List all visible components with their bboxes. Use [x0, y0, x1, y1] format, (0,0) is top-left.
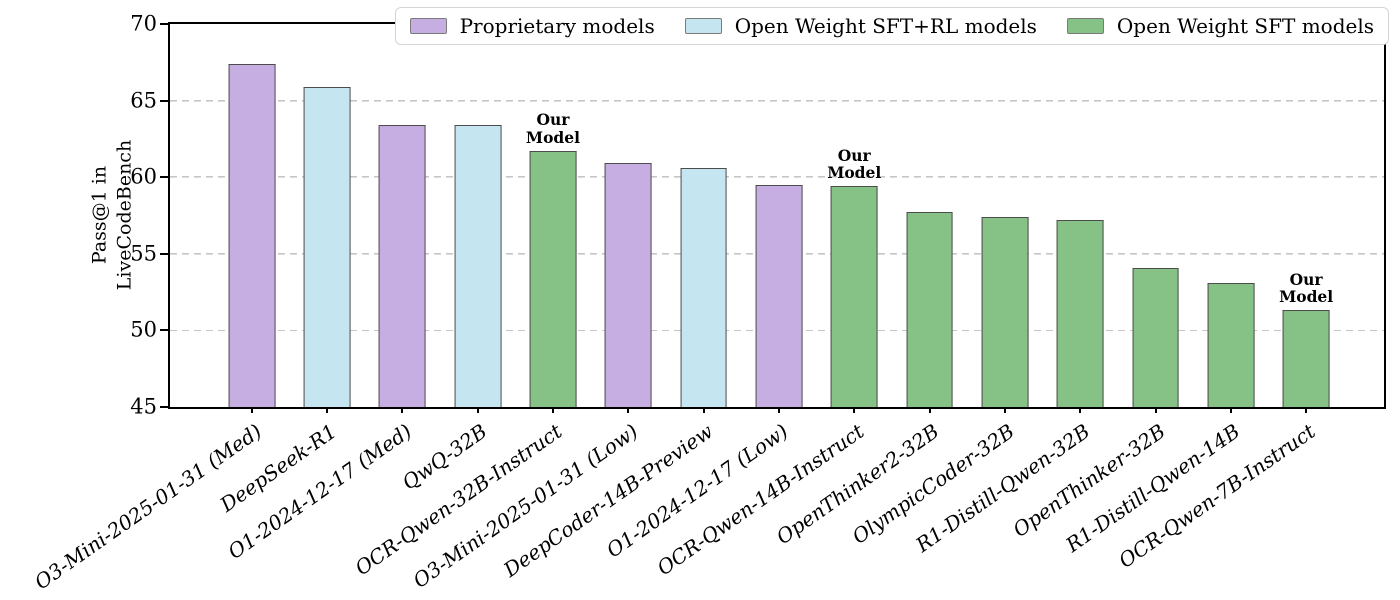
y-tick-mark-55	[160, 252, 168, 255]
bar-OlympicCoder-32B	[981, 217, 1029, 407]
x-tick-mark-8	[853, 407, 856, 413]
y-tick-mark-45	[160, 406, 168, 408]
y-tick-label-45: 45	[130, 394, 157, 419]
bar-OpenThinker2-32B	[906, 212, 953, 407]
x-tick-mark-14	[1305, 407, 1308, 413]
y-tick-label-65: 65	[130, 88, 157, 113]
y-tick-mark-60	[160, 176, 168, 179]
y-tick-mark-70	[160, 23, 168, 25]
y-tick-label-55: 55	[130, 241, 157, 266]
bar-R1-Distill-Qwen-14B	[1207, 282, 1255, 407]
x-tick-mark-5	[627, 407, 630, 413]
x-tick-mark-3	[476, 407, 479, 413]
bar-O1-2024-12-17 (Med)	[378, 125, 426, 407]
y-tick-label-60: 60	[130, 164, 157, 189]
bar-DeepCoder-14B-Preview	[680, 168, 728, 407]
bar-O3-Mini-2025-01-31 (Low)	[604, 163, 652, 407]
legend-swatch-sft_rl	[684, 18, 722, 34]
our-model-annotation: Our Model	[827, 145, 882, 183]
y-axis-label: Pass@1 in LiveCodeBench	[88, 139, 135, 291]
bar-O3-Mini-2025-01-31 (Med)	[228, 63, 276, 407]
bar-OCR-Qwen-7B-Instruct	[1282, 310, 1330, 407]
y-tick-label-50: 50	[130, 317, 157, 342]
bar-O1-2024-12-17 (Low)	[755, 184, 803, 407]
legend-item-proprietary: Proprietary models	[409, 14, 655, 38]
y-tick-mark-65	[160, 99, 168, 102]
legend: Proprietary models Open Weight SFT+RL mod…	[394, 7, 1389, 45]
x-tick-mark-2	[401, 407, 404, 413]
x-tick-mark-9	[928, 407, 931, 413]
x-tick-mark-4	[551, 407, 554, 413]
x-tick-mark-0	[250, 407, 253, 413]
legend-item-sft: Open Weight SFT models	[1066, 14, 1374, 38]
x-tick-mark-13	[1229, 407, 1232, 413]
legend-swatch-sft	[1066, 18, 1104, 34]
x-tick-mark-10	[1003, 407, 1006, 413]
our-model-annotation: Our Model	[525, 110, 580, 147]
plot-area: 70 65 60 55 50 45 O3-Mini-2025-01-31 (Med) Deep…	[30, 12, 1386, 594]
gridline-60	[170, 176, 1384, 179]
x-tick-mark-11	[1079, 407, 1082, 413]
bar-DeepSeek-R1	[303, 86, 351, 407]
bar-R1-Distill-Qwen-32B	[1056, 220, 1104, 407]
legend-swatch-proprietary	[409, 18, 447, 34]
legend-item-sft_rl: Open Weight SFT+RL models	[684, 14, 1037, 38]
bar-QwQ-32B	[454, 125, 502, 407]
x-tick-mark-6	[702, 407, 705, 413]
bar-OCR-Qwen-32B-Instruct	[529, 151, 577, 407]
legend-label-proprietary: Proprietary models	[459, 14, 655, 38]
legend-label-sft: Open Weight SFT models	[1116, 14, 1374, 38]
gridline-65	[170, 99, 1384, 102]
our-model-annotation: Our Model	[1279, 269, 1334, 307]
x-tick-mark-12	[1154, 407, 1157, 413]
y-tick-label-70: 70	[130, 11, 157, 36]
bar-OCR-Qwen-14B-Instruct	[830, 186, 878, 407]
bar-OpenThinker-32B	[1132, 267, 1179, 407]
x-tick-mark-1	[326, 407, 329, 413]
y-tick-mark-50	[160, 329, 168, 332]
legend-label-sft_rl: Open Weight SFT+RL models	[734, 14, 1037, 38]
x-tick-mark-7	[777, 407, 780, 413]
